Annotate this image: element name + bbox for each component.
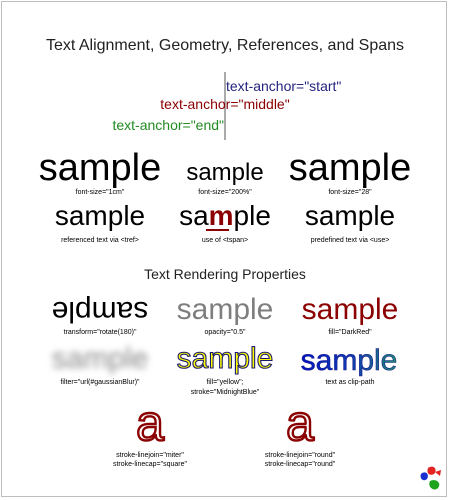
clip-fill bbox=[300, 344, 398, 377]
caption-round-line1: stroke-linejoin="round" bbox=[265, 452, 336, 459]
caption-tref: referenced text via <tref> bbox=[61, 237, 139, 244]
clip-group bbox=[300, 344, 398, 377]
rotated-group: sample bbox=[52, 295, 149, 328]
sample-darkred: sample bbox=[302, 293, 399, 326]
caption-200pct: font-size="200%" bbox=[198, 189, 252, 196]
caption-clip: text as clip-path bbox=[325, 379, 374, 386]
caption-darkred: fill="DarkRed" bbox=[328, 329, 372, 336]
caption-yellow-line2: stroke="MidnightBlue" bbox=[191, 389, 260, 396]
anchor-start-text: text-anchor="start" bbox=[226, 78, 341, 94]
caption-rotate: transform="rotate(180)" bbox=[64, 329, 137, 336]
sample-tref: sample bbox=[55, 200, 145, 231]
sample-use: sample bbox=[305, 200, 395, 231]
sample-opacity: sample bbox=[177, 293, 274, 326]
svg-logo-icon bbox=[420, 466, 441, 490]
sample-clip-outline: sample bbox=[301, 344, 398, 377]
sample-28: sample bbox=[289, 147, 412, 189]
logo-green-shape bbox=[429, 480, 440, 490]
caption-1cm: font-size="1cm" bbox=[76, 189, 125, 196]
anchor-end-text: text-anchor="end" bbox=[112, 117, 224, 133]
caption-round-line2: stroke-linecap="round" bbox=[265, 461, 336, 468]
caption-miter-line2: stroke-linecap="square" bbox=[113, 461, 188, 468]
tspan-after: ple bbox=[234, 200, 271, 231]
glyph-miter: a bbox=[136, 395, 164, 451]
glyph-round: a bbox=[286, 395, 314, 451]
tspan-highlight: m bbox=[209, 200, 234, 231]
tspan-before: sa bbox=[179, 200, 209, 231]
caption-yellow-line1: fill="yellow"; bbox=[206, 379, 243, 386]
sample-200pct: sample bbox=[186, 159, 263, 186]
section-title: Text Alignment, Geometry, References, an… bbox=[46, 37, 404, 54]
sample-rotated: sample bbox=[52, 295, 149, 328]
sample-blurred: sample bbox=[52, 342, 149, 375]
caption-use: predefined text via <use> bbox=[311, 237, 390, 244]
sample-1cm: sample bbox=[39, 147, 162, 189]
sample-tspan: sample bbox=[179, 200, 271, 231]
caption-28: font-size="28" bbox=[328, 189, 372, 196]
anchor-middle-text: text-anchor="middle" bbox=[160, 96, 289, 112]
section2-title: Text Rendering Properties bbox=[144, 266, 306, 282]
caption-blur: filter="url(#gaussianBlur)" bbox=[60, 379, 140, 386]
logo-red-accent bbox=[435, 470, 441, 476]
caption-opacity: opacity="0.5" bbox=[205, 329, 246, 336]
caption-miter-line1: stroke-linejoin="miter" bbox=[116, 452, 184, 459]
caption-tspan: use of <tspan> bbox=[202, 237, 248, 244]
sample-yellow-stroked: sample bbox=[177, 342, 274, 375]
logo-blue-shape bbox=[420, 472, 428, 481]
logo-red-shape bbox=[427, 466, 436, 475]
